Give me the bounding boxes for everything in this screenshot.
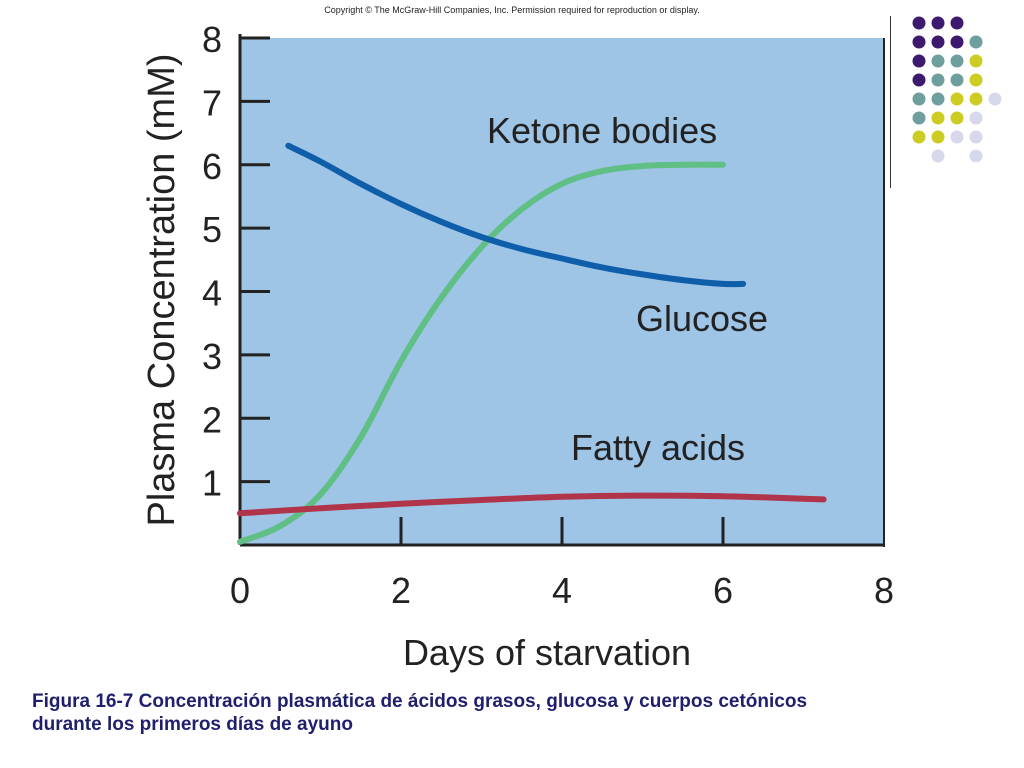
- decorative-dot: [912, 54, 926, 68]
- decorative-dot: [931, 111, 945, 125]
- ketone-bodies-label: Ketone bodies: [487, 110, 717, 151]
- y-tick-label: 7: [202, 82, 222, 123]
- fatty-acids-line: [237, 492, 827, 517]
- decorative-dot: [988, 92, 1002, 106]
- x-tick-label: 2: [391, 570, 411, 611]
- x-axis-ticks: [399, 517, 725, 545]
- glucose-line: [285, 142, 747, 288]
- y-tick-label: 2: [202, 399, 222, 440]
- decorative-dot: [969, 92, 983, 106]
- decorative-dot: [969, 149, 983, 163]
- y-tick-label: 4: [202, 273, 222, 314]
- line-chart: 1 2 3 4 5 6 7 8 0 2 4 6 8 Ketone bodies Glucose Fatty…: [141, 19, 894, 673]
- x-axis-label: Days of starvation: [403, 632, 691, 673]
- decorative-dot: [912, 92, 926, 106]
- series-labels: Ketone bodies Glucose Fatty acids: [487, 110, 768, 468]
- decorative-dot: [931, 54, 945, 68]
- ketone-bodies-line: [237, 161, 726, 545]
- x-tick-label: 6: [713, 570, 733, 611]
- y-axis-ticks: [240, 36, 270, 484]
- decorative-dot: [950, 16, 964, 30]
- x-tick-label: 0: [230, 570, 250, 611]
- y-axis-label: Plasma Concentration (mM): [141, 53, 183, 526]
- decorative-dot: [950, 54, 964, 68]
- fatty-acids-label: Fatty acids: [571, 427, 745, 468]
- decorative-dot-grid: [912, 16, 1002, 163]
- y-tick-label: 5: [202, 209, 222, 250]
- decorative-dot: [969, 35, 983, 49]
- caption-line-1: Figura 16-7 Concentración plasmática de …: [32, 691, 808, 712]
- x-axis-tick-labels: 0 2 4 6 8: [230, 570, 894, 611]
- decorative-dot: [950, 111, 964, 125]
- decorative-dot: [969, 111, 983, 125]
- decorative-dot: [950, 92, 964, 106]
- figure-caption: Figura 16-7 Concentración plasmática de …: [32, 690, 992, 736]
- y-tick-label: 1: [202, 463, 222, 504]
- copyright-notice: Copyright © The McGraw-Hill Companies, I…: [324, 5, 700, 15]
- decorative-dot: [950, 130, 964, 144]
- decorative-divider: [890, 16, 891, 188]
- y-tick-label: 6: [202, 146, 222, 187]
- decorative-dot: [950, 35, 964, 49]
- decorative-dot: [931, 16, 945, 30]
- decorative-dot: [950, 73, 964, 87]
- decorative-dot: [931, 130, 945, 144]
- decorative-dot: [912, 16, 926, 30]
- decorative-dot: [912, 130, 926, 144]
- x-tick-label: 8: [874, 570, 894, 611]
- glucose-label: Glucose: [636, 298, 768, 339]
- decorative-dot: [931, 92, 945, 106]
- decorative-dot: [969, 73, 983, 87]
- decorative-dot: [912, 35, 926, 49]
- decorative-dot: [931, 149, 945, 163]
- decorative-dot: [912, 73, 926, 87]
- decorative-dot: [969, 130, 983, 144]
- caption-line-2: durante los primeros días de ayuno: [32, 714, 353, 735]
- decorative-dot: [931, 35, 945, 49]
- decorative-dot: [931, 73, 945, 87]
- y-tick-label: 3: [202, 336, 222, 377]
- y-tick-label: 8: [202, 19, 222, 60]
- series-lines: [237, 142, 827, 545]
- decorative-dot: [912, 111, 926, 125]
- y-axis-tick-labels: 1 2 3 4 5 6 7 8: [202, 19, 222, 504]
- decorative-dot: [969, 54, 983, 68]
- x-tick-label: 4: [552, 570, 572, 611]
